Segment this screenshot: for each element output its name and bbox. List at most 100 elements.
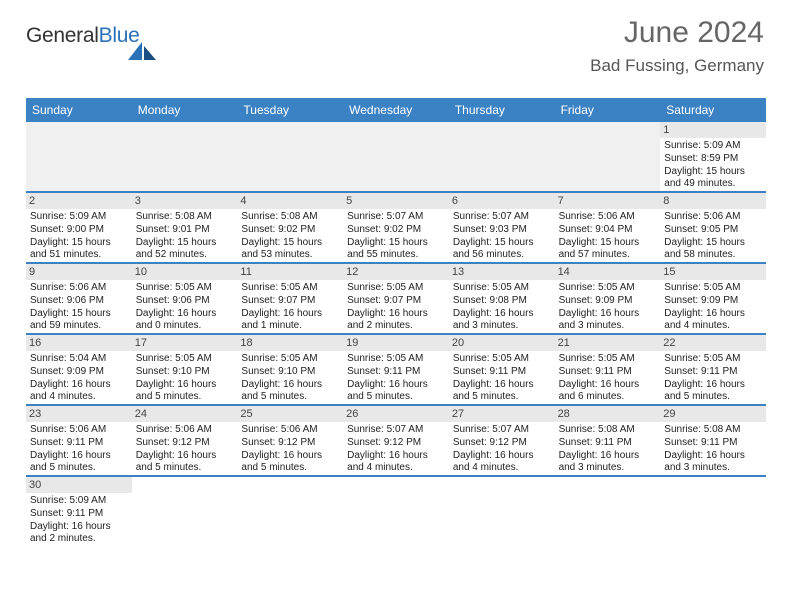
- calendar-cell: 4Sunrise: 5:08 AMSunset: 9:02 PMDaylight…: [237, 193, 343, 264]
- day-number: 15: [660, 264, 766, 280]
- daylight-line-2: and 3 minutes.: [559, 320, 657, 333]
- daylight-line-2: and 5 minutes.: [241, 462, 339, 475]
- calendar-cell: 19Sunrise: 5:05 AMSunset: 9:11 PMDayligh…: [343, 335, 449, 406]
- sunset-line: Sunset: 9:11 PM: [347, 366, 445, 379]
- sunrise-line: Sunrise: 5:08 AM: [559, 424, 657, 437]
- sunrise-line: Sunrise: 5:07 AM: [453, 211, 551, 224]
- weekday-header: Friday: [555, 98, 661, 122]
- calendar-cell: 13Sunrise: 5:05 AMSunset: 9:08 PMDayligh…: [449, 264, 555, 335]
- daylight-line-2: and 4 minutes.: [347, 462, 445, 475]
- sunset-line: Sunset: 9:10 PM: [241, 366, 339, 379]
- sunset-line: Sunset: 9:12 PM: [453, 437, 551, 450]
- daylight-line-1: Daylight: 15 hours: [30, 237, 128, 250]
- day-number: 28: [555, 406, 661, 422]
- day-number: 9: [26, 264, 132, 280]
- sunrise-line: Sunrise: 5:08 AM: [664, 424, 762, 437]
- day-number: 18: [237, 335, 343, 351]
- daylight-line-2: and 0 minutes.: [136, 320, 234, 333]
- calendar-cell: 28Sunrise: 5:08 AMSunset: 9:11 PMDayligh…: [555, 406, 661, 477]
- daylight-line-1: Daylight: 15 hours: [664, 166, 762, 179]
- sunset-line: Sunset: 8:59 PM: [664, 153, 762, 166]
- daylight-line-1: Daylight: 16 hours: [664, 308, 762, 321]
- sunset-line: Sunset: 9:07 PM: [241, 295, 339, 308]
- calendar-cell: 23Sunrise: 5:06 AMSunset: 9:11 PMDayligh…: [26, 406, 132, 477]
- daylight-line-1: Daylight: 16 hours: [30, 379, 128, 392]
- calendar-cell: 6Sunrise: 5:07 AMSunset: 9:03 PMDaylight…: [449, 193, 555, 264]
- sunset-line: Sunset: 9:11 PM: [30, 437, 128, 450]
- sunrise-line: Sunrise: 5:08 AM: [136, 211, 234, 224]
- daylight-line-1: Daylight: 16 hours: [241, 379, 339, 392]
- daylight-line-2: and 57 minutes.: [559, 249, 657, 262]
- daylight-line-2: and 5 minutes.: [136, 391, 234, 404]
- location-text: Bad Fussing, Germany: [590, 56, 764, 76]
- daylight-line-1: Daylight: 16 hours: [664, 379, 762, 392]
- daylight-line-2: and 52 minutes.: [136, 249, 234, 262]
- sunrise-line: Sunrise: 5:06 AM: [664, 211, 762, 224]
- sunrise-line: Sunrise: 5:08 AM: [241, 211, 339, 224]
- day-number: 22: [660, 335, 766, 351]
- day-number: 12: [343, 264, 449, 280]
- calendar-cell: 8Sunrise: 5:06 AMSunset: 9:05 PMDaylight…: [660, 193, 766, 264]
- daylight-line-1: Daylight: 16 hours: [453, 450, 551, 463]
- daylight-line-2: and 3 minutes.: [453, 320, 551, 333]
- daylight-line-1: Daylight: 16 hours: [347, 450, 445, 463]
- sunset-line: Sunset: 9:11 PM: [559, 437, 657, 450]
- sunset-line: Sunset: 9:00 PM: [30, 224, 128, 237]
- daylight-line-2: and 5 minutes.: [136, 462, 234, 475]
- day-number: 4: [237, 193, 343, 209]
- daylight-line-2: and 5 minutes.: [30, 462, 128, 475]
- daylight-line-2: and 59 minutes.: [30, 320, 128, 333]
- weekday-header: Saturday: [660, 98, 766, 122]
- daylight-line-2: and 4 minutes.: [664, 320, 762, 333]
- calendar-cell: 27Sunrise: 5:07 AMSunset: 9:12 PMDayligh…: [449, 406, 555, 477]
- sunrise-line: Sunrise: 5:05 AM: [453, 282, 551, 295]
- sunset-line: Sunset: 9:12 PM: [241, 437, 339, 450]
- blank-cells: [26, 122, 660, 193]
- sunrise-line: Sunrise: 5:07 AM: [453, 424, 551, 437]
- daylight-line-2: and 3 minutes.: [559, 462, 657, 475]
- daylight-line-1: Daylight: 15 hours: [136, 237, 234, 250]
- daylight-line-2: and 4 minutes.: [453, 462, 551, 475]
- sunrise-line: Sunrise: 5:05 AM: [136, 353, 234, 366]
- day-number: 5: [343, 193, 449, 209]
- day-number: 3: [132, 193, 238, 209]
- sunset-line: Sunset: 9:09 PM: [30, 366, 128, 379]
- calendar-cell: 25Sunrise: 5:06 AMSunset: 9:12 PMDayligh…: [237, 406, 343, 477]
- sunrise-line: Sunrise: 5:05 AM: [559, 353, 657, 366]
- daylight-line-2: and 6 minutes.: [559, 391, 657, 404]
- sunrise-line: Sunrise: 5:05 AM: [347, 282, 445, 295]
- daylight-line-1: Daylight: 15 hours: [241, 237, 339, 250]
- sunrise-line: Sunrise: 5:06 AM: [136, 424, 234, 437]
- day-number: 21: [555, 335, 661, 351]
- calendar-cell: 14Sunrise: 5:05 AMSunset: 9:09 PMDayligh…: [555, 264, 661, 335]
- daylight-line-2: and 51 minutes.: [30, 249, 128, 262]
- sunset-line: Sunset: 9:11 PM: [664, 366, 762, 379]
- sunrise-line: Sunrise: 5:07 AM: [347, 424, 445, 437]
- daylight-line-1: Daylight: 15 hours: [347, 237, 445, 250]
- sunset-line: Sunset: 9:09 PM: [559, 295, 657, 308]
- sunset-line: Sunset: 9:10 PM: [136, 366, 234, 379]
- sunset-line: Sunset: 9:04 PM: [559, 224, 657, 237]
- day-number: 23: [26, 406, 132, 422]
- sunrise-line: Sunrise: 5:05 AM: [241, 282, 339, 295]
- sunset-line: Sunset: 9:01 PM: [136, 224, 234, 237]
- day-number: 29: [660, 406, 766, 422]
- daylight-line-2: and 1 minute.: [241, 320, 339, 333]
- header: GeneralBlue June 2024 Bad Fussing, Germa…: [0, 0, 792, 92]
- daylight-line-1: Daylight: 16 hours: [30, 521, 128, 534]
- daylight-line-1: Daylight: 15 hours: [664, 237, 762, 250]
- sunset-line: Sunset: 9:12 PM: [347, 437, 445, 450]
- day-number: 20: [449, 335, 555, 351]
- sunrise-line: Sunrise: 5:06 AM: [241, 424, 339, 437]
- calendar-cell: 11Sunrise: 5:05 AMSunset: 9:07 PMDayligh…: [237, 264, 343, 335]
- sunrise-line: Sunrise: 5:09 AM: [30, 495, 128, 508]
- calendar-cell: 9Sunrise: 5:06 AMSunset: 9:06 PMDaylight…: [26, 264, 132, 335]
- day-number: 10: [132, 264, 238, 280]
- day-number: 30: [26, 477, 132, 493]
- sunset-line: Sunset: 9:06 PM: [30, 295, 128, 308]
- daylight-line-2: and 53 minutes.: [241, 249, 339, 262]
- calendar-cell: 10Sunrise: 5:05 AMSunset: 9:06 PMDayligh…: [132, 264, 238, 335]
- daylight-line-2: and 5 minutes.: [453, 391, 551, 404]
- calendar-cell: 16Sunrise: 5:04 AMSunset: 9:09 PMDayligh…: [26, 335, 132, 406]
- weekday-header: Sunday: [26, 98, 132, 122]
